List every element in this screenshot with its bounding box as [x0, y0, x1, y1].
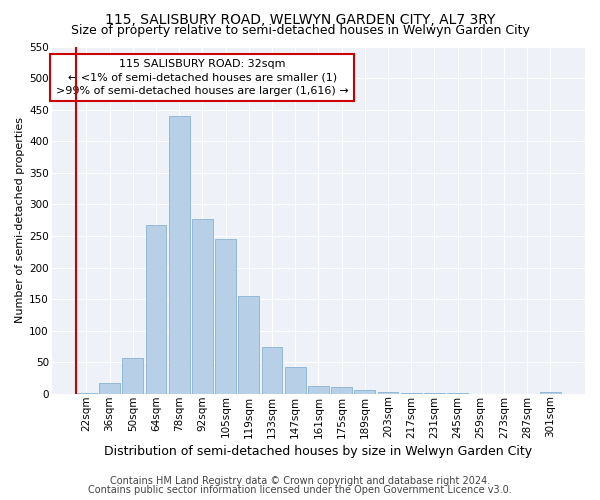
- Bar: [331, 387, 352, 394]
- Bar: [146, 224, 166, 394]
- Text: Contains HM Land Registry data © Crown copyright and database right 2024.: Contains HM Land Registry data © Crown c…: [110, 476, 490, 486]
- Bar: [99, 382, 120, 394]
- Bar: [285, 367, 305, 394]
- Text: 115 SALISBURY ROAD: 32sqm
← <1% of semi-detached houses are smaller (1)
>99% of : 115 SALISBURY ROAD: 32sqm ← <1% of semi-…: [56, 59, 349, 96]
- Bar: [192, 219, 213, 394]
- Bar: [169, 116, 190, 394]
- Bar: [308, 386, 329, 394]
- Bar: [122, 358, 143, 394]
- X-axis label: Distribution of semi-detached houses by size in Welwyn Garden City: Distribution of semi-detached houses by …: [104, 444, 532, 458]
- Bar: [401, 393, 422, 394]
- Text: Contains public sector information licensed under the Open Government Licence v3: Contains public sector information licen…: [88, 485, 512, 495]
- Bar: [540, 392, 561, 394]
- Bar: [215, 239, 236, 394]
- Text: Size of property relative to semi-detached houses in Welwyn Garden City: Size of property relative to semi-detach…: [71, 24, 529, 37]
- Bar: [238, 296, 259, 394]
- Text: 115, SALISBURY ROAD, WELWYN GARDEN CITY, AL7 3RY: 115, SALISBURY ROAD, WELWYN GARDEN CITY,…: [105, 12, 495, 26]
- Bar: [377, 392, 398, 394]
- Bar: [355, 390, 375, 394]
- Bar: [262, 346, 283, 394]
- Y-axis label: Number of semi-detached properties: Number of semi-detached properties: [15, 118, 25, 324]
